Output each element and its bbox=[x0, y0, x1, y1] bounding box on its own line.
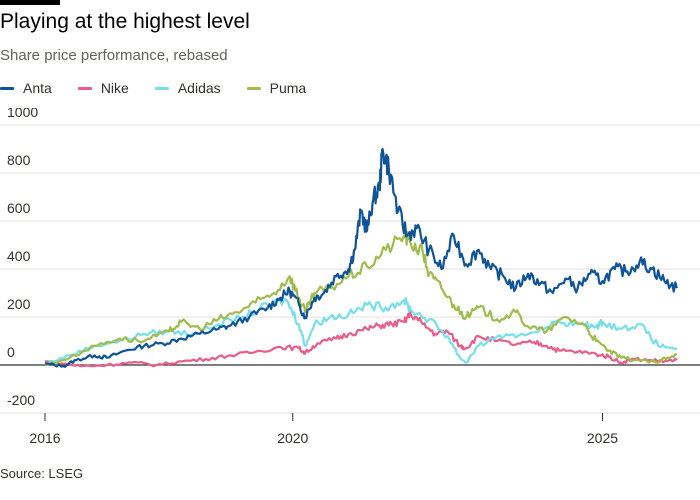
legend-label-puma: Puma bbox=[269, 80, 307, 96]
legend-item-anta: Anta bbox=[0, 80, 52, 96]
y-tick-label: 0 bbox=[7, 344, 15, 360]
top-accent-bar bbox=[0, 0, 60, 5]
legend-item-nike: Nike bbox=[77, 80, 129, 96]
chart-title: Playing at the highest level bbox=[0, 10, 250, 33]
series-line-nike bbox=[45, 310, 678, 368]
y-tick-label: 800 bbox=[7, 152, 31, 168]
chart-plot: 1000 800 600 400 200 0 -200 2016 2020 2025 bbox=[0, 108, 700, 446]
legend-label-adidas: Adidas bbox=[177, 80, 221, 96]
legend-item-puma: Puma bbox=[246, 80, 307, 96]
legend: Anta Nike Adidas Puma bbox=[0, 80, 332, 96]
y-tick-label: 400 bbox=[7, 248, 31, 264]
legend-swatch-puma bbox=[246, 86, 261, 90]
legend-swatch-anta bbox=[0, 86, 14, 90]
y-tick-label: 200 bbox=[7, 296, 31, 312]
legend-label-nike: Nike bbox=[100, 80, 129, 96]
y-tick-label: 1000 bbox=[7, 108, 38, 120]
y-tick-label: -200 bbox=[7, 392, 35, 408]
y-tick-label: 600 bbox=[7, 200, 31, 216]
legend-swatch-nike bbox=[77, 86, 92, 90]
legend-item-adidas: Adidas bbox=[154, 80, 221, 96]
legend-swatch-adidas bbox=[154, 86, 169, 90]
axis-labels: 1000 800 600 400 200 0 -200 2016 2020 2025 bbox=[7, 108, 618, 446]
chart-subtitle: Share price performance, rebased bbox=[0, 47, 228, 64]
legend-label-anta: Anta bbox=[23, 80, 52, 96]
source-note: Source: LSEG bbox=[0, 466, 84, 481]
series-line-anta bbox=[44, 147, 678, 368]
x-tick-label: 2020 bbox=[277, 430, 308, 446]
series-lines bbox=[44, 147, 678, 368]
x-tick-label: 2025 bbox=[587, 430, 618, 446]
series-line-puma bbox=[44, 231, 677, 367]
x-tick-label: 2016 bbox=[29, 430, 60, 446]
